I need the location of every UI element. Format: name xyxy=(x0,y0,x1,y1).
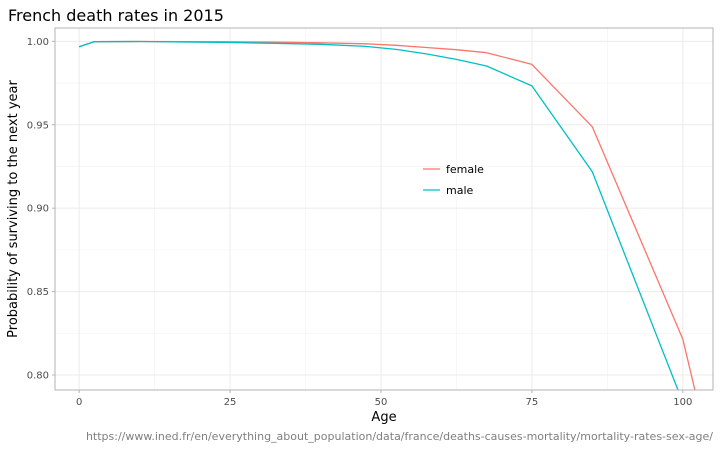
major-gridlines xyxy=(55,28,713,390)
plot-panel xyxy=(55,28,713,390)
x-tick-label: 100 xyxy=(673,397,692,408)
minor-gridlines xyxy=(55,28,713,390)
legend: female male xyxy=(423,163,484,197)
y-tick-label: 0.95 xyxy=(27,120,49,131)
x-axis-title: Age xyxy=(371,410,396,425)
y-axis-title: Probability of surviving to the next yea… xyxy=(6,80,21,338)
chart-title: French death rates in 2015 xyxy=(8,6,224,25)
y-tick-label: 0.85 xyxy=(27,287,49,298)
x-tick-label: 75 xyxy=(526,397,539,408)
y-tick-label: 0.80 xyxy=(27,370,49,381)
plot-panel-border xyxy=(54,27,714,391)
y-axis-ticks: 0.80 0.85 0.90 0.95 1.00 xyxy=(27,37,55,381)
x-axis-ticks: 0 25 50 75 100 xyxy=(76,390,692,408)
series-lines xyxy=(78,40,696,390)
x-tick-label: 25 xyxy=(224,397,237,408)
chart-caption: https://www.ined.fr/en/everything_about_… xyxy=(86,430,713,443)
series-line-male xyxy=(78,40,679,390)
x-tick-label: 50 xyxy=(375,397,388,408)
x-tick-label: 0 xyxy=(76,397,82,408)
legend-label-male: male xyxy=(446,184,474,197)
y-tick-label: 1.00 xyxy=(27,37,49,48)
y-tick-label: 0.90 xyxy=(27,204,49,215)
legend-label-female: female xyxy=(446,163,484,176)
